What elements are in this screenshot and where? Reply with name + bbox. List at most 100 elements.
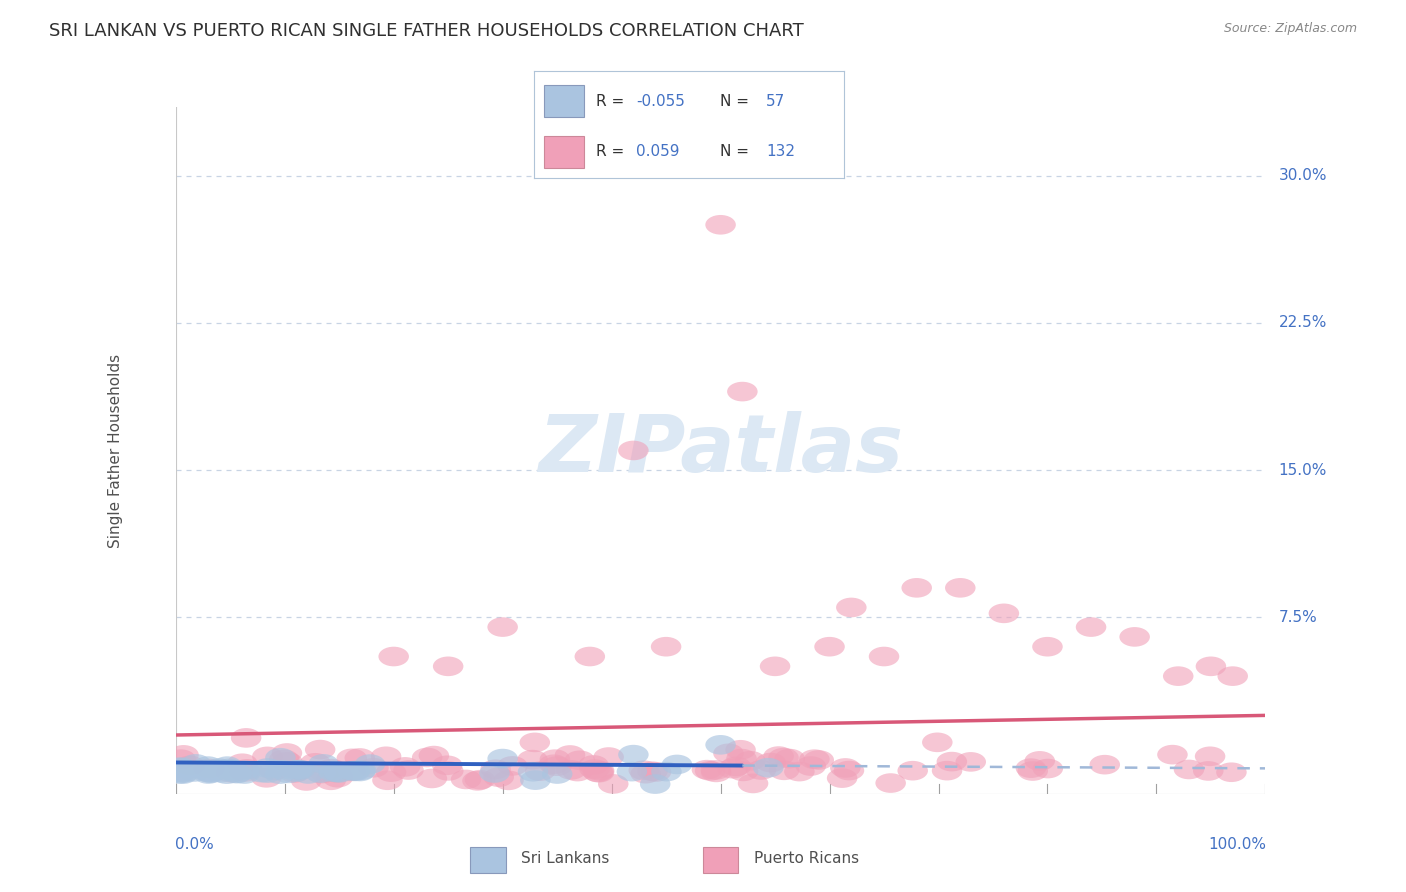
Text: Single Father Households: Single Father Households	[108, 353, 124, 548]
Ellipse shape	[768, 747, 799, 767]
Ellipse shape	[754, 758, 783, 778]
Ellipse shape	[169, 745, 198, 764]
Ellipse shape	[284, 760, 315, 780]
Ellipse shape	[637, 762, 668, 781]
Ellipse shape	[222, 764, 252, 783]
Ellipse shape	[695, 761, 725, 780]
Ellipse shape	[299, 753, 330, 772]
Ellipse shape	[593, 747, 624, 767]
Ellipse shape	[897, 761, 928, 780]
Text: Sri Lankans: Sri Lankans	[520, 851, 609, 866]
Ellipse shape	[1018, 761, 1047, 780]
Ellipse shape	[1174, 760, 1204, 780]
Ellipse shape	[619, 745, 648, 764]
Ellipse shape	[205, 763, 236, 782]
Ellipse shape	[540, 749, 571, 769]
Ellipse shape	[702, 763, 731, 782]
FancyBboxPatch shape	[703, 847, 738, 872]
Ellipse shape	[619, 441, 648, 460]
Ellipse shape	[292, 764, 323, 784]
Ellipse shape	[359, 758, 389, 778]
Text: 22.5%: 22.5%	[1278, 316, 1327, 330]
Ellipse shape	[799, 749, 830, 769]
Ellipse shape	[484, 767, 515, 787]
Ellipse shape	[555, 745, 585, 764]
Ellipse shape	[541, 756, 572, 776]
Ellipse shape	[193, 763, 224, 782]
Text: ZIPatlas: ZIPatlas	[538, 411, 903, 490]
Ellipse shape	[271, 743, 302, 763]
Ellipse shape	[830, 758, 860, 778]
Ellipse shape	[827, 768, 858, 788]
Ellipse shape	[179, 762, 209, 781]
Ellipse shape	[555, 760, 586, 780]
Ellipse shape	[311, 763, 340, 782]
Ellipse shape	[281, 762, 312, 781]
Text: Source: ZipAtlas.com: Source: ZipAtlas.com	[1223, 22, 1357, 36]
Text: SRI LANKAN VS PUERTO RICAN SINGLE FATHER HOUSEHOLDS CORRELATION CHART: SRI LANKAN VS PUERTO RICAN SINGLE FATHER…	[49, 22, 804, 40]
Ellipse shape	[222, 764, 252, 783]
Ellipse shape	[481, 759, 510, 779]
Ellipse shape	[193, 756, 224, 776]
Ellipse shape	[346, 761, 377, 780]
Ellipse shape	[922, 732, 953, 752]
Ellipse shape	[174, 756, 205, 775]
Ellipse shape	[641, 762, 671, 781]
Ellipse shape	[281, 760, 312, 780]
Ellipse shape	[738, 773, 768, 793]
Ellipse shape	[713, 743, 744, 763]
Ellipse shape	[834, 761, 865, 780]
Ellipse shape	[1216, 763, 1247, 782]
Text: -0.055: -0.055	[637, 94, 685, 109]
Ellipse shape	[315, 771, 346, 790]
Ellipse shape	[194, 759, 225, 779]
Ellipse shape	[721, 756, 751, 776]
Ellipse shape	[204, 758, 235, 778]
Text: Puerto Ricans: Puerto Ricans	[754, 851, 859, 866]
Ellipse shape	[520, 732, 550, 752]
Ellipse shape	[217, 760, 247, 780]
Ellipse shape	[322, 768, 353, 788]
Ellipse shape	[735, 751, 765, 771]
Ellipse shape	[433, 657, 464, 676]
Ellipse shape	[488, 617, 517, 637]
Ellipse shape	[195, 764, 226, 783]
Ellipse shape	[582, 763, 613, 782]
Ellipse shape	[291, 772, 322, 791]
Ellipse shape	[755, 753, 786, 772]
Ellipse shape	[1025, 751, 1054, 771]
Ellipse shape	[562, 762, 593, 781]
Ellipse shape	[323, 763, 354, 782]
Ellipse shape	[700, 760, 731, 780]
Ellipse shape	[280, 764, 309, 783]
Ellipse shape	[166, 762, 195, 781]
Ellipse shape	[389, 757, 420, 777]
Text: 0.059: 0.059	[637, 145, 681, 159]
Ellipse shape	[876, 773, 905, 793]
Ellipse shape	[727, 382, 758, 401]
Ellipse shape	[166, 749, 195, 769]
Ellipse shape	[706, 215, 735, 235]
Ellipse shape	[488, 748, 517, 768]
Ellipse shape	[796, 756, 827, 776]
Ellipse shape	[416, 769, 447, 789]
FancyBboxPatch shape	[470, 847, 506, 872]
Ellipse shape	[211, 761, 242, 780]
Ellipse shape	[1032, 637, 1063, 657]
Ellipse shape	[451, 770, 481, 789]
Ellipse shape	[494, 771, 524, 790]
Ellipse shape	[1076, 617, 1107, 637]
Ellipse shape	[214, 759, 245, 779]
Ellipse shape	[692, 760, 723, 780]
Ellipse shape	[727, 748, 756, 768]
Text: 57: 57	[766, 94, 786, 109]
Ellipse shape	[169, 763, 200, 782]
Ellipse shape	[662, 755, 692, 774]
Ellipse shape	[323, 764, 354, 783]
Ellipse shape	[194, 762, 225, 781]
Ellipse shape	[706, 735, 735, 755]
Ellipse shape	[321, 763, 352, 782]
FancyBboxPatch shape	[544, 136, 583, 168]
Ellipse shape	[336, 748, 367, 768]
Ellipse shape	[165, 764, 194, 783]
